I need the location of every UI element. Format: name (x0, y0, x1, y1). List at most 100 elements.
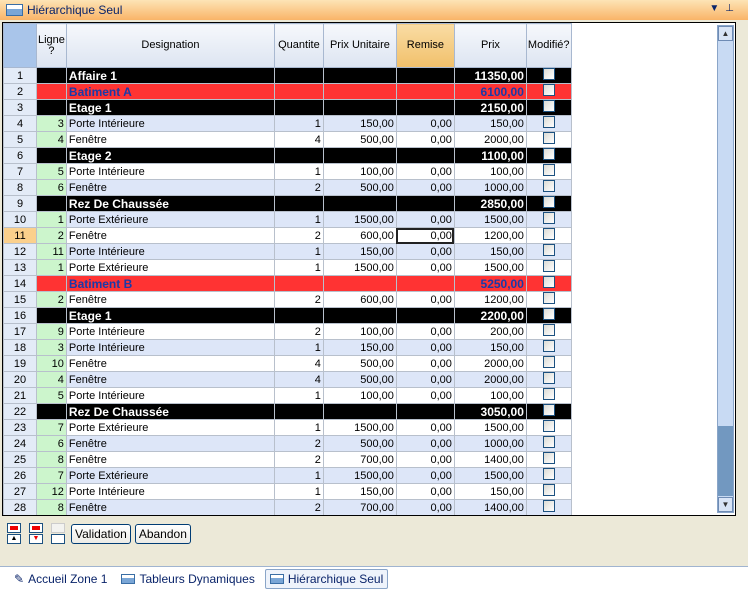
cell-ligne[interactable] (36, 147, 67, 164)
row-number[interactable]: 24 (3, 435, 37, 452)
table-row[interactable]: 27 12 Porte Intérieure 1 150,00 0,00 150,00 (3, 483, 572, 500)
cell-prix[interactable]: 1200,00 (453, 291, 527, 308)
select-all-corner[interactable] (3, 23, 37, 68)
table-row[interactable]: 26 7 Porte Extérieure 1 1500,00 0,00 1500,00 (3, 467, 572, 484)
cell-quantite[interactable]: 1 (273, 483, 324, 500)
cell-ligne[interactable]: 2 (36, 227, 67, 244)
cell-remise[interactable]: 0,00 (395, 483, 455, 500)
cell-quantite[interactable]: 2 (273, 227, 324, 244)
cell-remise[interactable]: 0,00 (395, 355, 455, 372)
modifie-checkbox[interactable] (542, 180, 555, 192)
cell-remise[interactable] (395, 307, 455, 324)
row-number[interactable]: 9 (3, 195, 37, 212)
pin-icon[interactable]: ⊥ (725, 3, 740, 14)
cell-ligne[interactable]: 4 (36, 371, 67, 388)
cell-remise[interactable]: 0,00 (395, 435, 455, 452)
table-row[interactable]: 23 7 Porte Extérieure 1 1500,00 0,00 1500,00 (3, 419, 572, 436)
modifie-checkbox[interactable] (542, 212, 555, 224)
cell-prix-unitaire[interactable] (322, 67, 397, 84)
cell-prix[interactable]: 2850,00 (453, 195, 527, 212)
cell-prix-unitaire[interactable] (322, 195, 397, 212)
scroll-down-icon[interactable]: ▼ (718, 497, 733, 512)
cell-prix[interactable]: 2000,00 (453, 371, 527, 388)
cell-prix[interactable]: 6100,00 (453, 83, 527, 100)
row-number[interactable]: 10 (3, 211, 37, 228)
cell-prix[interactable]: 1500,00 (453, 211, 527, 228)
cell-remise[interactable] (395, 147, 455, 164)
cell-designation[interactable]: Porte Extérieure (65, 467, 275, 484)
table-row[interactable]: 13 1 Porte Extérieure 1 1500,00 0,00 1500,00 (3, 259, 572, 276)
modifie-checkbox[interactable] (542, 452, 555, 464)
cell-ligne[interactable] (36, 403, 67, 420)
cell-quantite[interactable] (273, 403, 324, 420)
cell-remise[interactable] (395, 195, 455, 212)
cell-remise[interactable]: 0,00 (395, 371, 455, 388)
cell-quantite[interactable]: 2 (273, 323, 324, 340)
table-row[interactable]: 1 Affaire 1 11350,00 (3, 67, 572, 84)
modifie-checkbox[interactable] (542, 324, 555, 336)
modifie-checkbox[interactable] (542, 500, 555, 512)
row-number[interactable]: 20 (3, 371, 37, 388)
cell-quantite[interactable] (273, 147, 324, 164)
cell-designation[interactable]: Affaire 1 (65, 67, 275, 84)
cell-prix[interactable]: 1500,00 (453, 467, 527, 484)
modifie-checkbox[interactable] (542, 228, 555, 240)
cell-remise[interactable] (395, 275, 455, 292)
cell-designation[interactable]: Porte Intérieure (65, 387, 275, 404)
cell-prix-unitaire[interactable]: 150,00 (322, 339, 397, 356)
cell-prix-unitaire[interactable] (322, 275, 397, 292)
table-row[interactable]: 3 Etage 1 2150,00 (3, 99, 572, 116)
table-row[interactable]: 24 6 Fenêtre 2 500,00 0,00 1000,00 (3, 435, 572, 452)
cell-quantite[interactable]: 2 (273, 179, 324, 196)
cell-ligne[interactable]: 5 (36, 163, 67, 180)
cell-quantite[interactable]: 1 (273, 387, 324, 404)
modifie-checkbox[interactable] (542, 340, 555, 352)
cell-quantite[interactable]: 2 (273, 499, 324, 515)
cell-designation[interactable]: Batiment A (65, 83, 275, 100)
cell-remise[interactable]: 0,00 (395, 451, 455, 468)
row-number[interactable]: 15 (3, 291, 37, 308)
cell-prix-unitaire[interactable]: 500,00 (322, 435, 397, 452)
cell-prix[interactable]: 150,00 (453, 339, 527, 356)
cell-remise[interactable]: 0,00 (395, 179, 455, 196)
cell-prix[interactable]: 2150,00 (453, 99, 527, 116)
cell-designation[interactable]: Fenêtre (65, 435, 275, 452)
cell-remise[interactable]: 0,00 (395, 467, 455, 484)
validation-button[interactable]: Validation (71, 523, 131, 544)
tab-tableurs-dynamiques[interactable]: Tableurs Dynamiques (117, 570, 258, 588)
cell-prix-unitaire[interactable]: 700,00 (322, 499, 397, 515)
table-row[interactable]: 9 Rez De Chaussée 2850,00 (3, 195, 572, 212)
move-up-icon[interactable]: ▲ (7, 534, 21, 544)
cell-quantite[interactable]: 1 (273, 259, 324, 276)
table-row[interactable]: 19 10 Fenêtre 4 500,00 0,00 2000,00 (3, 355, 572, 372)
cell-quantite[interactable]: 2 (273, 435, 324, 452)
cell-prix[interactable]: 11350,00 (453, 67, 527, 84)
table-row[interactable]: 25 8 Fenêtre 2 700,00 0,00 1400,00 (3, 451, 572, 468)
cell-remise[interactable] (395, 83, 455, 100)
cell-quantite[interactable] (273, 83, 324, 100)
cell-ligne[interactable]: 7 (36, 419, 67, 436)
expand-icon[interactable] (51, 534, 65, 544)
cell-remise[interactable]: 0,00 (395, 339, 455, 356)
cell-designation[interactable]: Fenêtre (65, 355, 275, 372)
cell-quantite[interactable] (273, 67, 324, 84)
modifie-checkbox[interactable] (542, 84, 555, 96)
cell-remise[interactable]: 0,00 (395, 243, 455, 260)
modifie-checkbox[interactable] (542, 372, 555, 384)
row-number[interactable]: 17 (3, 323, 37, 340)
cell-remise[interactable]: 0,00 (395, 163, 455, 180)
row-number[interactable]: 27 (3, 483, 37, 500)
cell-remise[interactable] (395, 67, 455, 84)
header-ligne[interactable]: Ligne ? (36, 23, 67, 68)
cell-remise[interactable]: 0,00 (395, 499, 455, 515)
row-number[interactable]: 13 (3, 259, 37, 276)
cell-prix[interactable]: 1000,00 (453, 179, 527, 196)
cell-ligne[interactable]: 7 (36, 467, 67, 484)
cell-quantite[interactable]: 1 (273, 211, 324, 228)
cell-quantite[interactable]: 1 (273, 163, 324, 180)
cell-designation[interactable]: Fenêtre (65, 131, 275, 148)
cell-prix[interactable]: 150,00 (453, 483, 527, 500)
header-modifie[interactable]: Modifié? (525, 23, 572, 68)
cell-prix-unitaire[interactable]: 700,00 (322, 451, 397, 468)
cell-ligne[interactable]: 5 (36, 387, 67, 404)
